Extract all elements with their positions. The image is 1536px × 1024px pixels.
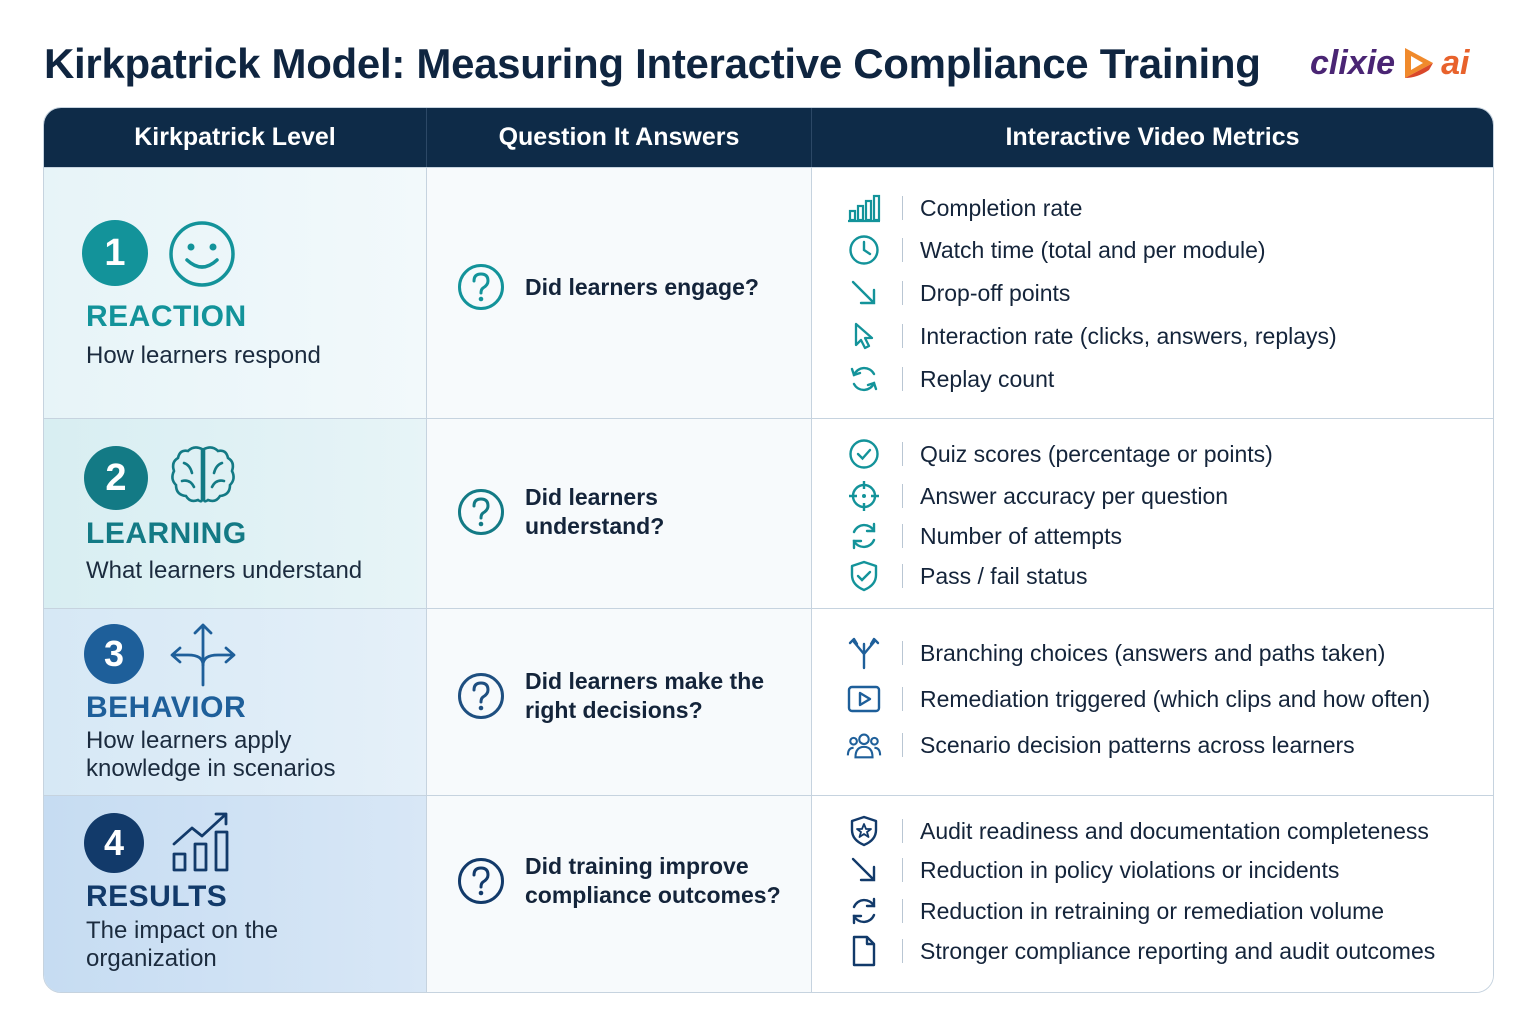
users-icon <box>846 733 882 759</box>
level-cell: 2 LEARNING What learners understand <box>44 419 427 608</box>
level-description: The impact on the organization <box>86 917 279 972</box>
question-text: Did training improve compliance outcomes… <box>525 853 781 908</box>
level-description: How learners respond <box>86 342 321 369</box>
metric-item: Remediation triggered (which clips and h… <box>846 684 1430 714</box>
branch-arrows-icon <box>170 623 236 687</box>
logo-wordmark: clixie <box>1310 43 1396 82</box>
page-title: Kirkpatrick Model: Measuring Interactive… <box>44 40 1261 87</box>
question-cell: Did learners make the right decisions? <box>427 609 812 795</box>
metric-item: Answer accuracy per question <box>846 481 1228 511</box>
clock-icon <box>849 235 879 265</box>
play-flame-icon <box>1405 48 1434 78</box>
bar-chart-icon <box>848 194 881 223</box>
metric-item: Scenario decision patterns across learne… <box>846 730 1355 760</box>
metric-item: Number of attempts <box>846 521 1122 551</box>
metric-item: Pass / fail status <box>846 560 1087 592</box>
question-circle-icon <box>458 858 504 904</box>
header-metrics: Interactive Video Metrics <box>1005 123 1300 151</box>
level-name: REACTION <box>86 300 247 333</box>
metric-item: Drop-off points <box>846 278 1070 308</box>
question-text: Did learners make the right decisions? <box>525 668 765 723</box>
question-circle-icon <box>458 489 504 535</box>
metric-item: Interaction rate (clicks, answers, repla… <box>846 321 1337 351</box>
metric-item: Stronger compliance reporting and audit … <box>846 935 1435 967</box>
question-circle-icon <box>458 264 504 310</box>
question-cell: Did learners understand? <box>427 419 812 608</box>
level-name: LEARNING <box>86 517 247 550</box>
table-header: Kirkpatrick Level Question It Answers In… <box>44 108 1493 167</box>
level-cell: 1 REACTION How learners respond <box>44 168 427 418</box>
replay-icon <box>850 366 878 392</box>
question-text: Did learners understand? <box>525 484 665 539</box>
metric-item: Quiz scores (percentage or points) <box>846 439 1273 469</box>
metric-item: Watch time (total and per module) <box>846 235 1266 265</box>
table-row-results: 4 RESULTS The impact on the organization <box>44 795 1493 992</box>
level-cell: 3 BEHAVIOR How learners apply knowledge … <box>44 609 427 795</box>
logo-suffix: ai <box>1441 43 1470 82</box>
question-cell: Did training improve compliance outcomes… <box>427 796 812 992</box>
growth-chart-icon <box>172 812 229 872</box>
refresh-icon <box>852 897 876 925</box>
level-number-badge: 1 <box>82 220 148 286</box>
question-circle-icon <box>458 673 504 719</box>
metric-item: Branching choices (answers and paths tak… <box>846 637 1385 670</box>
metric-item: Audit readiness and documentation comple… <box>846 815 1429 847</box>
smiley-icon <box>169 221 235 287</box>
table-row-learning: 2 LEARNING What learners understand Did … <box>44 418 1493 608</box>
refresh-icon <box>852 522 876 550</box>
brain-icon <box>171 446 235 503</box>
table-row-reaction: 1 REACTION How learners respond Did lear… <box>44 167 1493 418</box>
level-description: What learners understand <box>86 557 363 584</box>
question-cell: Did learners engage? <box>427 168 812 418</box>
branch-icon <box>848 637 880 670</box>
level-number-badge: 3 <box>84 624 144 684</box>
metric-item: Completion rate <box>846 193 1082 223</box>
arrow-down-right-icon <box>851 857 876 882</box>
target-icon <box>849 481 879 511</box>
shield-check-icon <box>850 560 878 592</box>
header-level: Kirkpatrick Level <box>44 108 427 167</box>
level-name: RESULTS <box>86 880 228 913</box>
cursor-icon <box>854 322 874 350</box>
level-cell: 4 RESULTS The impact on the organization <box>44 796 427 992</box>
kirkpatrick-table: Kirkpatrick Level Question It Answers In… <box>43 107 1494 993</box>
metrics-cell: Completion rate Watch time (total and pe… <box>812 168 1493 418</box>
arrow-down-right-icon <box>851 280 876 305</box>
metrics-cell: Quiz scores (percentage or points) Answe… <box>812 419 1493 608</box>
metric-item: Reduction in retraining or remediation v… <box>846 896 1384 926</box>
document-icon <box>852 935 876 967</box>
metric-item: Replay count <box>846 364 1054 394</box>
metric-item: Reduction in policy violations or incide… <box>846 855 1339 885</box>
play-box-icon <box>847 685 881 713</box>
level-number-badge: 2 <box>84 446 148 510</box>
metrics-cell: Audit readiness and documentation comple… <box>812 796 1493 992</box>
question-text: Did learners engage? <box>525 273 759 300</box>
brand-logo: clixie ai <box>1310 40 1469 86</box>
level-name: BEHAVIOR <box>86 691 247 724</box>
level-description: How learners apply knowledge in scenario… <box>86 727 336 782</box>
table-row-behavior: 3 BEHAVIOR How learners apply knowledge … <box>44 608 1493 795</box>
level-number-badge: 4 <box>84 813 144 873</box>
shield-star-icon <box>850 815 878 847</box>
check-circle-icon <box>849 439 879 469</box>
header-question: Question It Answers <box>427 108 812 167</box>
metrics-cell: Branching choices (answers and paths tak… <box>812 609 1493 795</box>
